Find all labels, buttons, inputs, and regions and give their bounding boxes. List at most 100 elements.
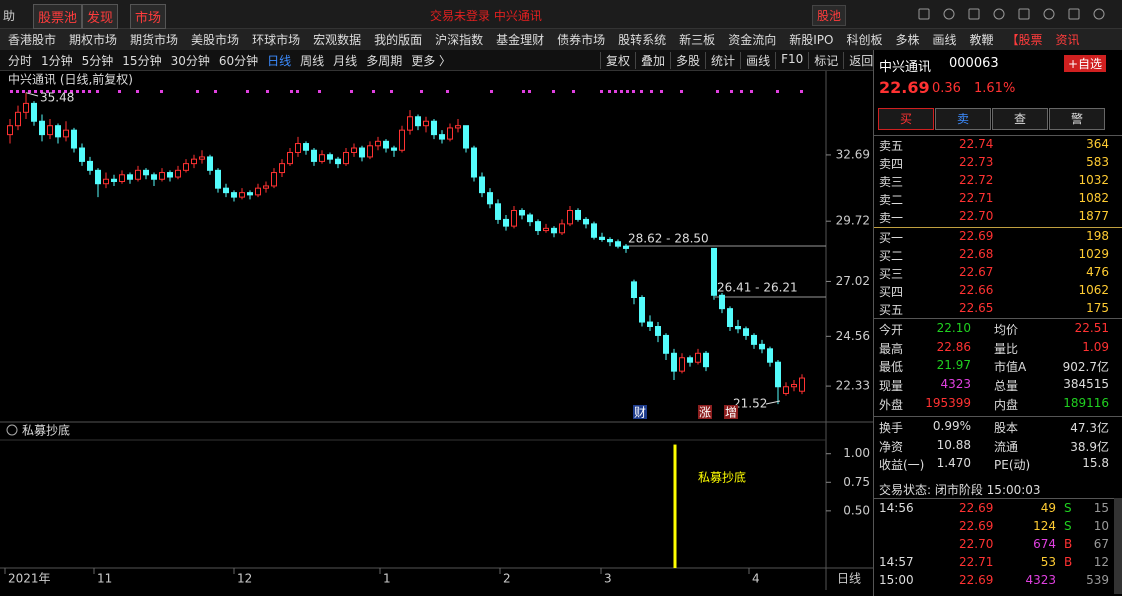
watch-button[interactable]: +自选 (1064, 55, 1107, 72)
y-tick-label: 32.69 (836, 147, 870, 161)
signal-dot (614, 90, 617, 93)
toolbar-icon[interactable] (991, 6, 1007, 22)
signal-dot (296, 90, 299, 93)
tool-button[interactable]: 多股 (670, 52, 705, 69)
period-item[interactable]: 多周期 (366, 54, 403, 68)
book-label: 卖四 (879, 157, 904, 171)
period-item[interactable]: 月线 (333, 54, 358, 68)
menu-item[interactable]: 美股市场 (191, 33, 240, 47)
separator (874, 498, 1122, 499)
menu-item[interactable]: 【股票 (1006, 33, 1043, 47)
menu-item[interactable]: 宏观数据 (313, 33, 362, 47)
top-tab[interactable]: 发现 (82, 4, 119, 29)
book-volume: 364 (1086, 137, 1109, 151)
toolbar-icon[interactable] (1016, 6, 1032, 22)
menu-item[interactable]: 资讯 (1055, 33, 1080, 47)
tool-button[interactable]: 复权 (600, 52, 635, 69)
period-item[interactable]: 更多 〉 (411, 54, 452, 68)
candle-body (127, 174, 133, 180)
menu-item[interactable]: 基金理财 (496, 33, 545, 47)
signal-dot (196, 90, 199, 93)
menu-item[interactable]: 科创板 (846, 33, 883, 47)
trade-button[interactable]: 警 (1049, 108, 1105, 130)
menu-item[interactable]: 多株 (895, 33, 920, 47)
toolbar-icon[interactable] (941, 6, 957, 22)
signal-dot (10, 90, 13, 93)
candle-body (311, 149, 317, 162)
menu-item[interactable]: 期权市场 (69, 33, 118, 47)
candle-body (375, 140, 381, 147)
tool-button[interactable]: 标记 (808, 52, 843, 69)
book-label: 卖五 (879, 139, 904, 153)
candle-body (343, 151, 349, 165)
menu-item[interactable]: 环球市场 (252, 33, 301, 47)
period-label: 日线 (837, 572, 861, 586)
book-volume: 1062 (1078, 283, 1109, 297)
period-item[interactable]: 5分钟 (81, 54, 114, 68)
stat-value: 0.99% (932, 419, 971, 433)
candle-body (759, 343, 765, 350)
menu-item[interactable]: 香港股市 (8, 33, 57, 47)
menu-item[interactable]: 新三板 (679, 33, 716, 47)
tool-button[interactable]: 画线 (740, 52, 775, 69)
tick-time: 15:00 (879, 573, 914, 587)
trade-button[interactable]: 查 (992, 108, 1048, 130)
period-item[interactable]: 周线 (300, 54, 325, 68)
tool-button[interactable]: 统计 (705, 52, 740, 69)
toolbar-icon[interactable] (966, 6, 982, 22)
stock-pool-button[interactable]: 股池 (812, 5, 847, 26)
period-item[interactable]: 30分钟 (170, 54, 210, 68)
period-item[interactable]: 15分钟 (122, 54, 162, 68)
candle-body (63, 129, 69, 138)
tool-button[interactable]: F10 (775, 52, 808, 69)
candle-body (423, 120, 429, 127)
candle-body (223, 187, 229, 194)
menu-item[interactable]: 沪深指数 (435, 33, 484, 47)
tick-volume: 124 (1033, 519, 1056, 533)
collapse-icon[interactable] (6, 424, 18, 436)
trade-button[interactable]: 买 (878, 108, 934, 130)
y-tick-label: 1.00 (843, 446, 870, 460)
menu-item[interactable]: 股转系统 (618, 33, 667, 47)
book-label: 卖一 (879, 211, 904, 225)
period-item[interactable]: 60分钟 (218, 54, 259, 68)
candle-body (335, 158, 341, 165)
menu-item[interactable]: 新股IPO (789, 33, 834, 47)
tool-button[interactable]: 返回 (843, 52, 878, 69)
candle-body (175, 169, 181, 178)
tick-volume: 53 (1040, 555, 1056, 569)
menu-item[interactable]: 债券市场 (557, 33, 606, 47)
candle-body (415, 116, 421, 127)
x-tick-label: 12 (237, 572, 252, 586)
stat-label: 总量 (994, 379, 1019, 394)
top-tab[interactable]: 市场 (130, 4, 167, 29)
top-tab[interactable]: 股票池 (33, 4, 83, 29)
period-item[interactable]: 1分钟 (41, 54, 73, 68)
menu-item[interactable]: 教鞭 (969, 33, 994, 47)
trade-button[interactable]: 卖 (935, 108, 991, 130)
toolbar-icon[interactable] (1041, 6, 1057, 22)
candle-body (703, 352, 709, 368)
price-annotation: 35.48 (40, 91, 74, 105)
stat-label: 收益(一) (879, 458, 925, 473)
window-title: 交易未登录 中兴通讯 (430, 9, 542, 23)
period-item[interactable]: 日线 (267, 54, 292, 68)
period-item[interactable]: 分时 (8, 54, 33, 68)
menu-item[interactable]: 我的版面 (374, 33, 423, 47)
tick-count: 15 (1093, 501, 1109, 515)
signal-dot (82, 90, 85, 93)
candle-body (599, 236, 605, 240)
candle-body (327, 154, 333, 160)
chart-title: 中兴通讯 (日线,前复权) (8, 72, 133, 87)
toolbar-icon[interactable] (916, 6, 932, 22)
toolbar-icon[interactable] (1066, 6, 1082, 22)
signal-dot (34, 90, 37, 93)
menu-item[interactable]: 资金流向 (728, 33, 777, 47)
menu-item[interactable]: 画线 (932, 33, 957, 47)
book-price: 22.71 (959, 191, 994, 205)
tick-count: 67 (1093, 537, 1109, 551)
candle-body (359, 147, 365, 158)
tool-button[interactable]: 叠加 (635, 52, 670, 69)
toolbar-icon[interactable] (1091, 6, 1107, 22)
menu-item[interactable]: 期货市场 (130, 33, 179, 47)
